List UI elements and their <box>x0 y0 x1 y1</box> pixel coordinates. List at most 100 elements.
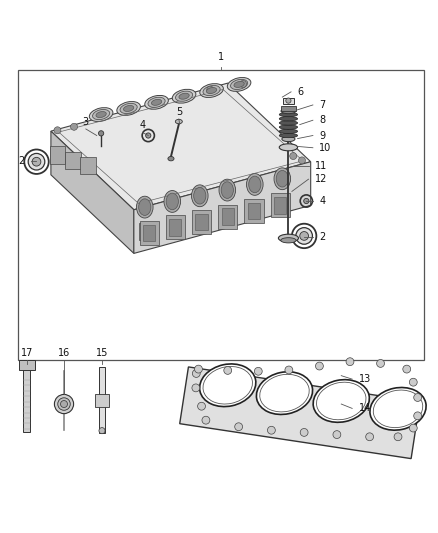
Text: 4: 4 <box>319 196 325 206</box>
Ellipse shape <box>279 133 297 138</box>
Bar <box>95 394 109 407</box>
Circle shape <box>286 98 291 103</box>
Text: 17: 17 <box>21 348 33 358</box>
Ellipse shape <box>148 97 165 108</box>
Ellipse shape <box>200 84 223 98</box>
Circle shape <box>192 384 200 392</box>
Circle shape <box>99 131 104 136</box>
Ellipse shape <box>279 112 297 117</box>
Bar <box>166 217 178 234</box>
Ellipse shape <box>96 111 106 118</box>
Ellipse shape <box>172 90 196 103</box>
Ellipse shape <box>117 101 141 115</box>
Bar <box>139 223 150 240</box>
Circle shape <box>285 366 293 374</box>
Bar <box>49 147 65 164</box>
Text: 12: 12 <box>315 174 328 184</box>
Ellipse shape <box>206 87 217 94</box>
Circle shape <box>300 231 308 240</box>
Ellipse shape <box>139 199 151 215</box>
Bar <box>218 205 237 229</box>
Bar <box>274 197 286 214</box>
Text: 2: 2 <box>319 232 326 242</box>
Polygon shape <box>134 161 311 253</box>
Circle shape <box>414 412 422 420</box>
Circle shape <box>198 402 205 410</box>
Polygon shape <box>180 367 420 458</box>
Circle shape <box>240 80 247 87</box>
Text: 14: 14 <box>359 403 371 414</box>
Ellipse shape <box>221 182 233 198</box>
Ellipse shape <box>164 190 180 212</box>
Ellipse shape <box>230 79 247 90</box>
Text: 8: 8 <box>319 115 325 125</box>
Ellipse shape <box>279 121 297 125</box>
Bar <box>166 215 185 239</box>
Ellipse shape <box>281 108 296 114</box>
Bar <box>65 152 81 169</box>
Text: 11: 11 <box>315 161 327 171</box>
Ellipse shape <box>279 129 297 133</box>
Bar <box>143 224 155 241</box>
Ellipse shape <box>152 99 162 106</box>
Polygon shape <box>51 131 134 253</box>
Text: 15: 15 <box>96 348 108 358</box>
Ellipse shape <box>175 119 182 124</box>
Ellipse shape <box>120 103 137 114</box>
Ellipse shape <box>166 193 178 210</box>
Text: 1: 1 <box>218 52 224 62</box>
Text: 5: 5 <box>176 107 182 117</box>
Circle shape <box>300 429 308 437</box>
Ellipse shape <box>281 238 296 243</box>
Bar <box>277 195 288 212</box>
Ellipse shape <box>219 179 236 201</box>
Circle shape <box>207 86 214 93</box>
Circle shape <box>54 394 74 414</box>
Bar <box>194 212 205 229</box>
Ellipse shape <box>124 106 134 111</box>
Bar <box>169 219 181 236</box>
Circle shape <box>394 433 402 441</box>
Bar <box>271 193 290 217</box>
Circle shape <box>60 400 67 408</box>
Text: 3: 3 <box>83 117 89 127</box>
Circle shape <box>410 378 417 386</box>
Ellipse shape <box>137 196 153 218</box>
Text: 13: 13 <box>359 374 371 384</box>
Bar <box>18 70 424 360</box>
Ellipse shape <box>279 144 297 151</box>
Bar <box>99 367 105 433</box>
Circle shape <box>268 426 276 434</box>
Bar <box>80 157 96 174</box>
Circle shape <box>298 157 305 164</box>
Bar <box>222 206 233 223</box>
Text: 4: 4 <box>140 120 146 130</box>
Bar <box>249 200 261 217</box>
Circle shape <box>99 427 105 434</box>
Ellipse shape <box>256 372 313 415</box>
Circle shape <box>410 424 417 432</box>
Ellipse shape <box>279 117 297 121</box>
Circle shape <box>346 358 354 366</box>
Text: 7: 7 <box>319 100 326 110</box>
Bar <box>244 199 264 223</box>
Circle shape <box>315 362 323 370</box>
Ellipse shape <box>234 82 244 87</box>
Bar <box>195 214 208 230</box>
Circle shape <box>235 423 243 431</box>
Circle shape <box>194 365 202 373</box>
Ellipse shape <box>179 93 189 99</box>
Circle shape <box>146 133 151 138</box>
Circle shape <box>333 431 341 439</box>
Ellipse shape <box>247 174 263 195</box>
Circle shape <box>403 365 411 373</box>
Bar <box>281 106 296 111</box>
Ellipse shape <box>89 108 113 122</box>
Bar <box>283 98 293 104</box>
Ellipse shape <box>313 379 369 422</box>
Ellipse shape <box>274 168 290 190</box>
Text: 9: 9 <box>319 131 325 141</box>
Ellipse shape <box>176 91 193 101</box>
Ellipse shape <box>145 95 168 109</box>
Circle shape <box>377 359 385 367</box>
